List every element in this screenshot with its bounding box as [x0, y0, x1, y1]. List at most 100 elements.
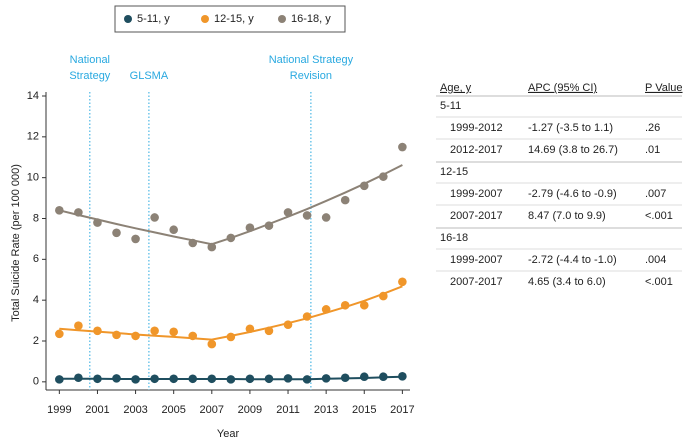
fit-line — [59, 164, 403, 246]
data-point — [74, 321, 83, 330]
data-point — [169, 374, 178, 384]
y-axis-label: Total Suicide Rate (per 100 000) — [10, 164, 22, 322]
legend-label: 16-18, y — [291, 13, 331, 25]
table-cell: <.001 — [645, 210, 673, 222]
table-header: P Value — [645, 82, 683, 94]
table-cell: 4.65 (3.4 to 6.0) — [528, 276, 606, 288]
data-point — [379, 372, 388, 382]
data-point — [302, 312, 312, 321]
data-point — [302, 211, 312, 220]
data-point — [131, 234, 140, 244]
x-tick-label: 2011 — [276, 404, 300, 416]
data-point — [207, 339, 217, 349]
data-point — [245, 324, 255, 334]
data-point — [188, 238, 198, 248]
data-point — [93, 218, 102, 227]
data-point — [245, 374, 255, 384]
y-tick-label: 0 — [33, 376, 39, 388]
table-cell: 2007-2017 — [450, 276, 503, 288]
x-axis-label: Year — [217, 428, 240, 440]
legend-marker — [124, 15, 132, 23]
data-point — [302, 375, 312, 384]
data-point — [93, 374, 102, 384]
x-tick-label: 1999 — [47, 404, 71, 416]
table-cell: .007 — [645, 188, 666, 200]
data-point — [340, 373, 350, 383]
data-point — [207, 242, 217, 252]
data-point — [150, 374, 159, 384]
table-cell: 8.47 (7.0 to 9.9) — [528, 210, 606, 222]
data-point — [169, 225, 178, 235]
legend-marker — [201, 15, 209, 23]
y-tick-label: 4 — [33, 294, 39, 306]
data-point — [112, 374, 121, 383]
annotation-text: Strategy — [69, 70, 110, 82]
legend-marker — [278, 15, 286, 23]
data-point — [226, 375, 236, 384]
data-point — [131, 375, 140, 384]
data-point — [379, 291, 388, 301]
y-tick-label: 14 — [27, 90, 39, 102]
x-tick-label: 2017 — [390, 404, 414, 416]
x-tick-label: 2007 — [200, 404, 224, 416]
data-point — [74, 373, 83, 383]
data-point — [245, 223, 255, 232]
fit-line — [59, 285, 403, 341]
y-tick-label: 12 — [27, 131, 39, 143]
data-point — [321, 374, 331, 383]
data-point — [207, 374, 217, 384]
data-point — [398, 372, 407, 381]
table-group: 5-11 — [440, 100, 461, 112]
data-point — [169, 327, 178, 337]
data-point — [150, 213, 159, 222]
data-point — [340, 195, 350, 205]
y-tick-label: 6 — [33, 253, 39, 265]
data-point — [188, 374, 198, 384]
data-point — [283, 208, 293, 217]
table-cell: 1999-2012 — [450, 122, 503, 134]
data-point — [359, 181, 369, 191]
data-point — [283, 374, 293, 383]
legend-label: 5-11, y — [137, 13, 170, 25]
data-point — [264, 221, 274, 230]
legend-label: 12-15, y — [214, 13, 254, 25]
data-point — [264, 374, 274, 384]
data-point — [188, 331, 198, 341]
data-point — [112, 228, 121, 238]
data-point — [379, 172, 388, 181]
data-point — [150, 326, 159, 336]
table-header: APC (95% CI) — [528, 82, 597, 94]
table-cell: 2012-2017 — [450, 144, 503, 156]
data-point — [74, 208, 83, 217]
table-cell: -2.72 (-4.4 to -1.0) — [528, 254, 617, 266]
annotation-text: National Strategy — [269, 54, 354, 66]
x-tick-label: 2001 — [85, 404, 109, 416]
table-cell: 2007-2017 — [450, 210, 503, 222]
table-group: 16-18 — [440, 232, 468, 244]
x-tick-label: 2009 — [238, 404, 262, 416]
table-cell: -2.79 (-4.6 to -0.9) — [528, 188, 617, 200]
data-point — [359, 300, 369, 310]
x-tick-label: 2003 — [123, 404, 147, 416]
data-point — [55, 206, 64, 215]
data-point — [55, 375, 64, 384]
data-point — [226, 233, 236, 243]
table-cell: .01 — [645, 144, 660, 156]
annotation-text: Revision — [290, 70, 332, 82]
table-cell: 1999-2007 — [450, 188, 503, 200]
table-cell: .004 — [645, 254, 666, 266]
x-tick-label: 2013 — [314, 404, 338, 416]
y-tick-label: 2 — [33, 335, 39, 347]
table-cell: <.001 — [645, 276, 673, 288]
data-point — [398, 277, 407, 287]
data-point — [112, 330, 121, 340]
table-cell: -1.27 (-3.5 to 1.1) — [528, 122, 613, 134]
legend-box — [114, 5, 346, 33]
annotation-text: GLSMA — [130, 70, 169, 82]
table-group: 12-15 — [440, 166, 468, 178]
data-point — [93, 326, 102, 336]
table-cell: 1999-2007 — [450, 254, 503, 266]
annotation-text: National — [70, 54, 110, 66]
